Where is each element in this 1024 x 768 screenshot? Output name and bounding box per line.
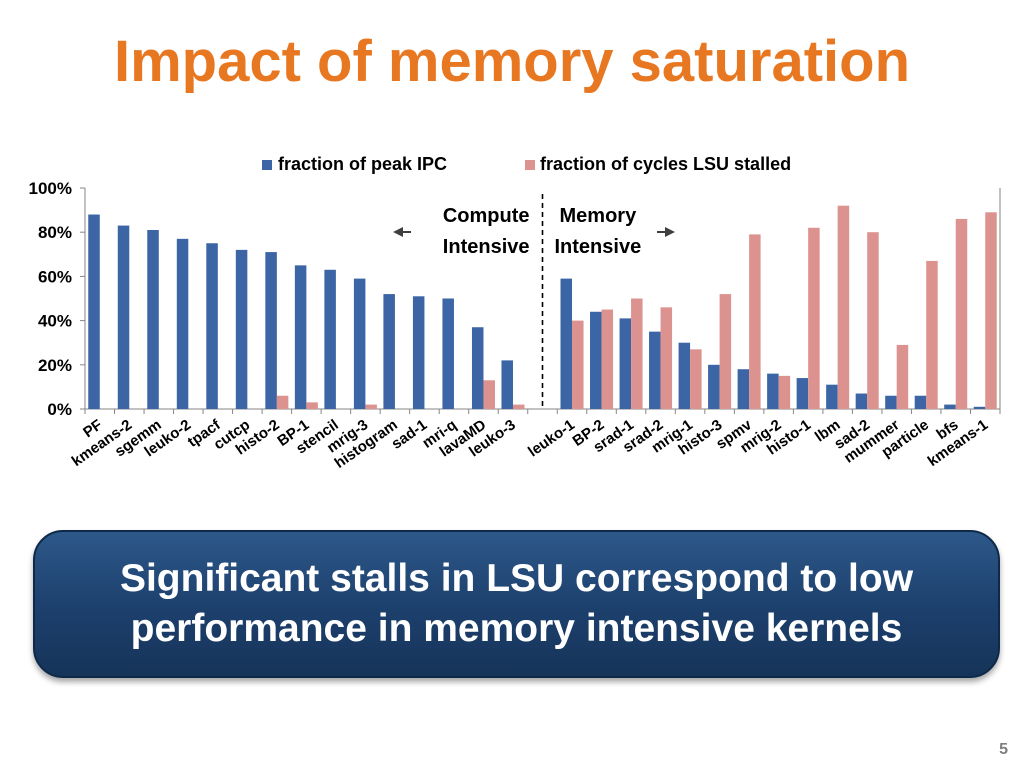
bar-ipc <box>88 214 100 409</box>
legend-swatch-lsu <box>525 160 535 170</box>
bar-lsu <box>749 234 761 409</box>
arrow-right-icon <box>665 227 675 237</box>
bar-ipc <box>708 364 720 409</box>
legend-label-ipc: fraction of peak IPC <box>278 154 447 174</box>
bar-ipc <box>560 278 573 409</box>
x-tick-label: leuko-1 <box>525 416 578 460</box>
bar-ipc <box>885 395 897 409</box>
annotation-memory: Memory <box>560 205 638 227</box>
legend-swatch-ipc <box>262 160 272 170</box>
bar-lsu <box>690 349 702 409</box>
bar-ipc <box>442 298 454 409</box>
bar-lsu <box>896 344 909 409</box>
bar-ipc <box>944 404 956 409</box>
bar-ipc <box>826 384 838 409</box>
bar-ipc <box>501 360 513 409</box>
bar-ipc <box>412 296 425 409</box>
bar-ipc <box>737 369 750 409</box>
bar-ipc <box>767 373 779 409</box>
bar-ipc <box>678 342 691 409</box>
bar-lsu <box>955 218 968 409</box>
bar-ipc <box>796 378 809 409</box>
y-tick-label: 80% <box>38 223 72 242</box>
bar-ipc <box>649 331 661 409</box>
bar-lsu <box>276 395 289 409</box>
bar-ipc <box>324 269 336 409</box>
bar-ipc <box>235 249 248 409</box>
bar-ipc <box>973 406 986 409</box>
bar-ipc <box>353 278 366 409</box>
arrow-left-icon <box>393 227 403 237</box>
y-tick-label: 20% <box>38 356 72 375</box>
bar-lsu <box>306 402 318 409</box>
bar-lsu <box>985 212 997 409</box>
bar-ipc <box>294 265 307 409</box>
callout-box: Significant stalls in LSU correspond to … <box>33 530 1000 678</box>
bar-ipc <box>855 393 868 409</box>
y-tick-label: 100% <box>29 179 72 198</box>
bar-lsu <box>778 375 791 409</box>
bar-lsu <box>808 227 820 409</box>
bar-ipc <box>176 238 189 409</box>
annotation-memory-2: Intensive <box>555 236 642 258</box>
bar-lsu <box>837 205 850 409</box>
bar-ipc <box>590 311 602 409</box>
slide-title: Impact of memory saturation <box>113 29 911 94</box>
bar-lsu <box>601 309 614 409</box>
bar-lsu <box>483 380 495 409</box>
bar-ipc <box>147 229 159 409</box>
bar-ipc <box>206 243 218 409</box>
bar-lsu <box>660 307 673 409</box>
y-tick-label: 0% <box>47 400 72 419</box>
bar-lsu <box>867 232 879 409</box>
bar-ipc <box>914 395 927 409</box>
annotation-compute-2: Intensive <box>443 236 530 258</box>
y-tick-label: 60% <box>38 267 72 286</box>
bar-lsu <box>631 298 643 409</box>
bar-lsu <box>926 260 938 409</box>
bar-lsu <box>719 294 732 409</box>
callout-text: Significant stalls in LSU correspond to … <box>119 557 914 650</box>
bar-lsu <box>365 404 377 409</box>
bar-ipc <box>471 327 484 409</box>
bar-ipc <box>619 318 632 409</box>
bar-ipc <box>117 225 130 409</box>
page-number: 5 <box>999 741 1008 758</box>
bar-chart: 0%20%40%60%80%100%PFkmeans-2sgemmleuko-2… <box>29 154 1001 472</box>
bar-ipc <box>265 252 277 409</box>
x-tick-label: kmeans-1 <box>925 416 991 470</box>
annotation-compute: Compute <box>443 205 530 227</box>
bar-ipc <box>383 294 395 409</box>
y-tick-label: 40% <box>38 312 72 331</box>
legend-label-lsu: fraction of cycles LSU stalled <box>540 154 791 174</box>
bar-lsu <box>512 404 525 409</box>
bar-lsu <box>572 320 584 409</box>
